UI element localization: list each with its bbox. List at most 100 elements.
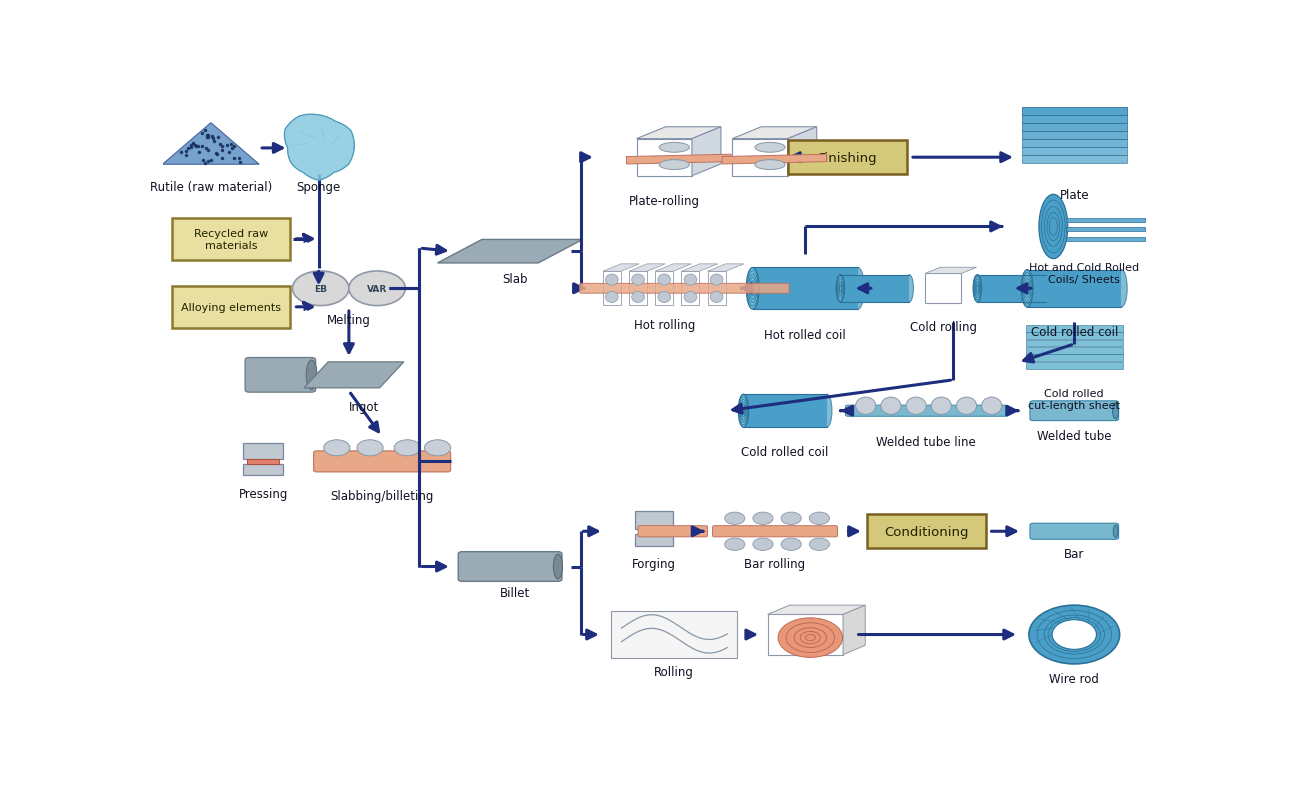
Polygon shape	[1066, 228, 1145, 232]
Ellipse shape	[1113, 403, 1118, 419]
Text: Forging: Forging	[632, 557, 676, 570]
Polygon shape	[637, 128, 722, 140]
Ellipse shape	[753, 512, 774, 525]
Ellipse shape	[738, 395, 749, 427]
Ellipse shape	[974, 275, 982, 302]
Polygon shape	[1066, 237, 1145, 241]
Polygon shape	[655, 265, 692, 272]
Ellipse shape	[358, 440, 384, 456]
Ellipse shape	[659, 144, 689, 153]
FancyBboxPatch shape	[1026, 347, 1123, 354]
FancyBboxPatch shape	[313, 452, 451, 472]
FancyBboxPatch shape	[867, 515, 985, 549]
Polygon shape	[926, 268, 976, 274]
Polygon shape	[627, 155, 731, 164]
FancyBboxPatch shape	[638, 526, 707, 537]
Text: Hot rolling: Hot rolling	[633, 318, 696, 331]
Polygon shape	[732, 128, 816, 140]
FancyBboxPatch shape	[845, 406, 1006, 417]
FancyBboxPatch shape	[1022, 140, 1127, 148]
Ellipse shape	[982, 398, 1002, 415]
Text: Cold rolled coil: Cold rolled coil	[1031, 326, 1118, 339]
Ellipse shape	[659, 160, 689, 170]
FancyBboxPatch shape	[744, 395, 827, 427]
Ellipse shape	[906, 398, 926, 415]
FancyBboxPatch shape	[840, 275, 909, 302]
Ellipse shape	[753, 538, 774, 551]
Ellipse shape	[881, 398, 901, 415]
Polygon shape	[285, 115, 354, 181]
Ellipse shape	[632, 275, 645, 286]
Text: EB: EB	[315, 285, 328, 294]
Ellipse shape	[424, 440, 451, 456]
Text: Plate: Plate	[1060, 189, 1089, 202]
Ellipse shape	[1043, 275, 1050, 302]
Ellipse shape	[394, 440, 420, 456]
Ellipse shape	[836, 275, 845, 302]
FancyBboxPatch shape	[753, 268, 858, 310]
Polygon shape	[844, 606, 866, 654]
FancyBboxPatch shape	[247, 460, 280, 464]
FancyBboxPatch shape	[1022, 148, 1127, 156]
Ellipse shape	[684, 292, 697, 303]
FancyBboxPatch shape	[1030, 524, 1118, 540]
Text: Cold rolling: Cold rolling	[910, 321, 976, 334]
Ellipse shape	[1113, 525, 1118, 538]
Text: Bar: Bar	[1065, 547, 1084, 560]
Ellipse shape	[755, 160, 785, 170]
FancyBboxPatch shape	[1027, 270, 1122, 307]
Ellipse shape	[658, 275, 671, 286]
FancyBboxPatch shape	[1026, 363, 1123, 369]
Text: Plate-rolling: Plate-rolling	[629, 195, 699, 208]
Text: Rolling: Rolling	[654, 666, 694, 678]
FancyBboxPatch shape	[246, 358, 316, 393]
FancyBboxPatch shape	[712, 526, 837, 537]
Text: Ingot: Ingot	[348, 400, 380, 413]
Ellipse shape	[781, 512, 801, 525]
Ellipse shape	[684, 275, 697, 286]
Polygon shape	[767, 606, 866, 614]
Ellipse shape	[1115, 270, 1127, 307]
FancyBboxPatch shape	[1026, 340, 1123, 347]
Text: Pressing: Pressing	[239, 488, 287, 500]
Text: Finishing: Finishing	[818, 152, 878, 164]
Text: Bar rolling: Bar rolling	[745, 557, 806, 570]
FancyBboxPatch shape	[243, 444, 283, 460]
FancyBboxPatch shape	[1022, 132, 1127, 140]
Polygon shape	[304, 363, 404, 388]
FancyBboxPatch shape	[611, 612, 737, 658]
FancyBboxPatch shape	[1026, 355, 1123, 362]
Polygon shape	[692, 128, 722, 176]
Ellipse shape	[755, 144, 785, 153]
Text: Recycled raw
materials: Recycled raw materials	[194, 229, 268, 251]
Circle shape	[292, 272, 348, 306]
FancyBboxPatch shape	[1022, 156, 1127, 164]
Ellipse shape	[822, 395, 832, 427]
Polygon shape	[629, 265, 666, 272]
Ellipse shape	[324, 440, 350, 456]
Ellipse shape	[1028, 606, 1119, 664]
FancyBboxPatch shape	[788, 141, 907, 175]
Ellipse shape	[710, 275, 723, 286]
Polygon shape	[707, 265, 744, 272]
FancyBboxPatch shape	[172, 286, 290, 329]
Ellipse shape	[724, 512, 745, 525]
Text: Welded tube: Welded tube	[1037, 430, 1112, 443]
Ellipse shape	[779, 618, 842, 658]
Ellipse shape	[1022, 270, 1034, 307]
Text: Conditioning: Conditioning	[884, 525, 968, 538]
Text: Wire rod: Wire rod	[1049, 672, 1100, 685]
Polygon shape	[1066, 218, 1145, 222]
Ellipse shape	[931, 398, 952, 415]
Text: Billet: Billet	[500, 586, 530, 600]
Polygon shape	[603, 265, 640, 272]
Text: Hot rolled coil: Hot rolled coil	[764, 329, 846, 342]
Text: Cold rolled
cut-length sheet: Cold rolled cut-length sheet	[1028, 389, 1121, 411]
Polygon shape	[681, 265, 718, 272]
Ellipse shape	[307, 361, 317, 391]
FancyBboxPatch shape	[978, 275, 1046, 302]
FancyBboxPatch shape	[634, 534, 673, 546]
Text: VAR: VAR	[367, 285, 387, 294]
Text: Alloying elements: Alloying elements	[181, 302, 281, 313]
Ellipse shape	[710, 292, 723, 303]
